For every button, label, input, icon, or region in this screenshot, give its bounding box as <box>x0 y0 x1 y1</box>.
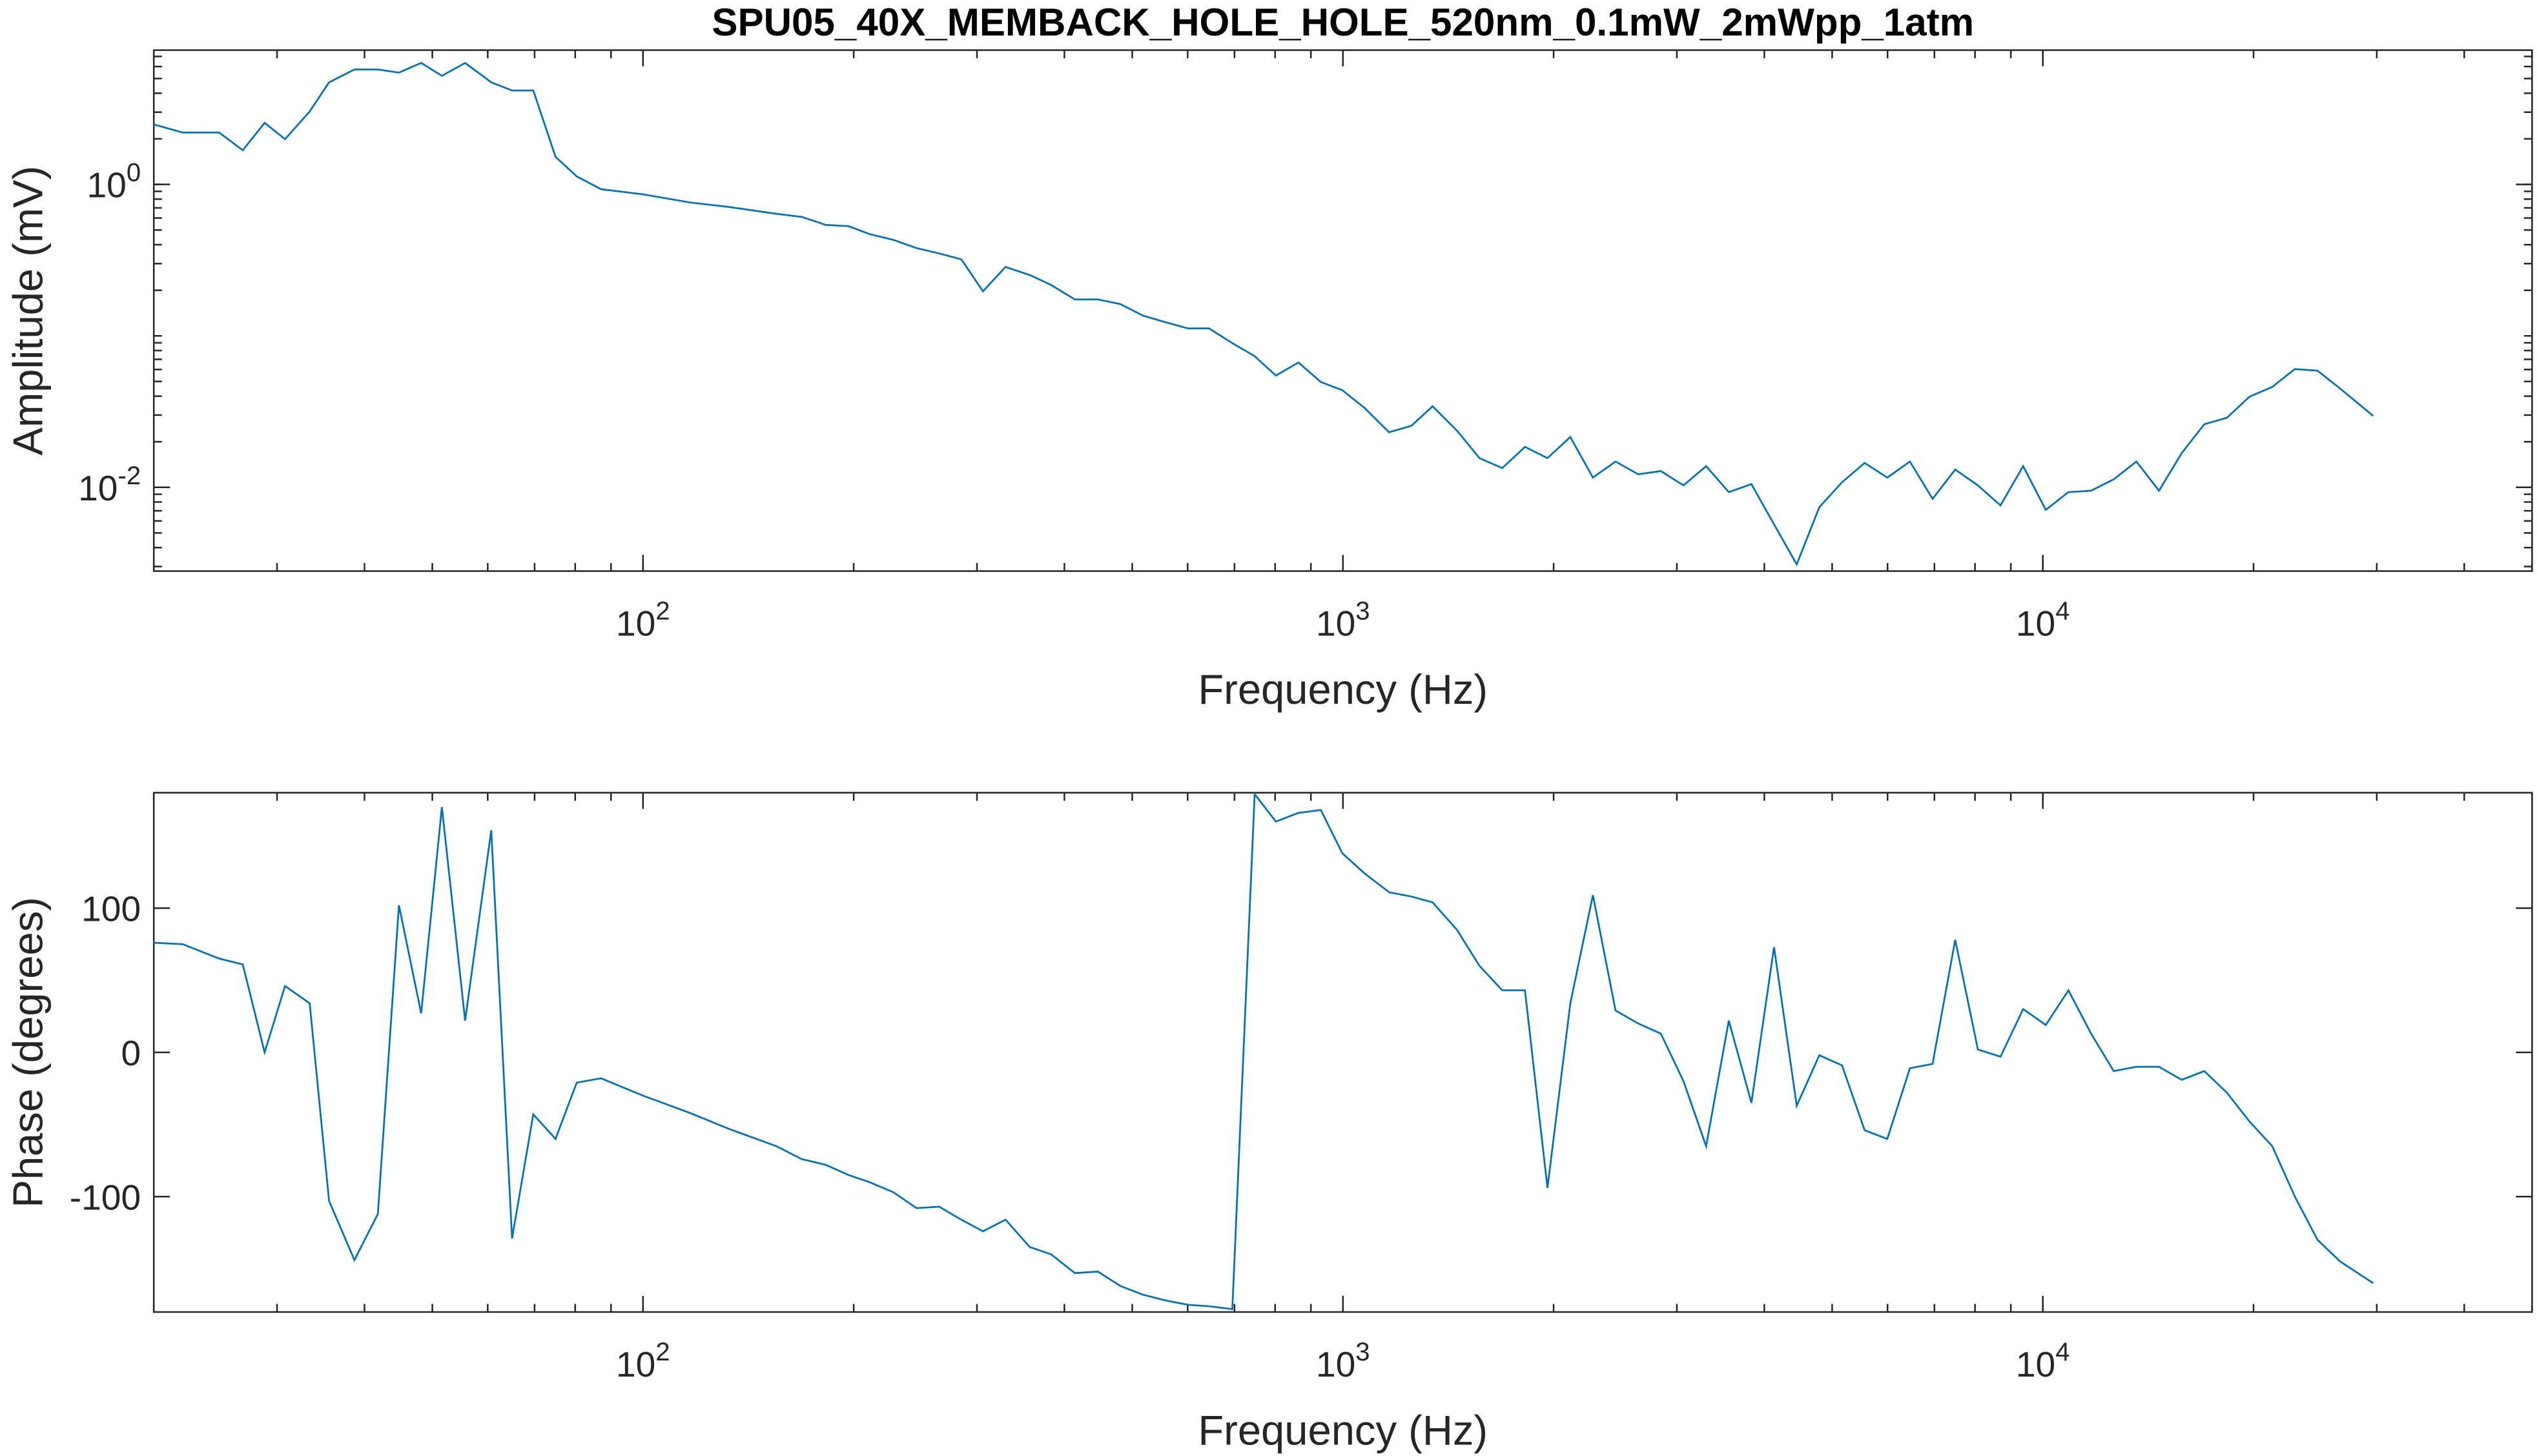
x-tick-label: 103 <box>1316 597 1370 644</box>
axes-box <box>152 49 2533 572</box>
x-axis-label: Frequency (Hz) <box>1198 666 1488 713</box>
y-tick-label: 10-2 <box>78 462 141 508</box>
y-tick-label: 100 <box>81 888 141 928</box>
data-line <box>153 61 2374 567</box>
x-tick-label: 103 <box>1316 1338 1370 1384</box>
y-tick-label: 100 <box>87 159 141 205</box>
axes-box <box>152 792 2533 1313</box>
y-axis-label: Amplitude (mV) <box>4 166 51 456</box>
y-axis-label: Phase (degrees) <box>4 897 51 1207</box>
data-line <box>154 792 2374 1311</box>
x-axis-label: Frequency (Hz) <box>1198 1406 1488 1453</box>
x-tick-label: 102 <box>616 1338 670 1384</box>
x-tick-label: 104 <box>2016 597 2070 644</box>
y-tick-label: -100 <box>70 1177 141 1217</box>
x-tick-label: 102 <box>616 597 670 644</box>
x-tick-label: 104 <box>2016 1338 2070 1384</box>
chart-title: SPU05_40X_MEMBACK_HOLE_HOLE_520nm_0.1mW_… <box>712 1 1974 44</box>
y-tick-label: 0 <box>121 1033 141 1073</box>
